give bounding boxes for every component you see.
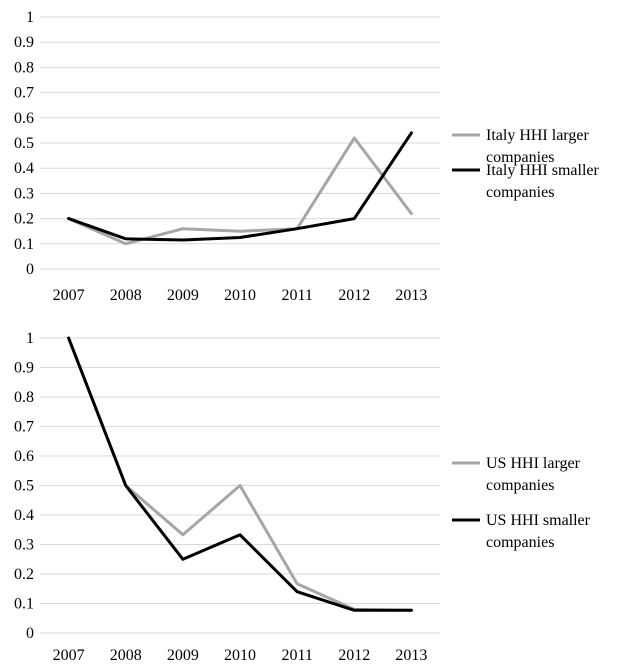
legend-label: Italy HHI smaller bbox=[486, 162, 600, 179]
y-tick-label: 1 bbox=[26, 9, 34, 26]
legend-label: US HHI larger bbox=[486, 455, 581, 472]
y-tick-label: 0.1 bbox=[14, 236, 34, 253]
x-tick-label: 2013 bbox=[395, 287, 427, 304]
y-tick-label: 0.4 bbox=[14, 160, 34, 177]
y-tick-label: 0.3 bbox=[14, 185, 34, 202]
series-line-2 bbox=[67, 336, 413, 612]
x-tick-label: 2009 bbox=[167, 647, 199, 664]
x-tick-label: 2010 bbox=[224, 647, 256, 664]
x-tick-label: 2012 bbox=[338, 287, 370, 304]
x-tick-label: 2007 bbox=[53, 287, 85, 304]
y-tick-label: 0.2 bbox=[14, 211, 34, 228]
y-tick-label: 0.9 bbox=[14, 360, 34, 377]
x-tick-label: 2007 bbox=[53, 647, 85, 664]
legend-label: Italy HHI larger bbox=[486, 127, 589, 144]
y-tick-label: 0.4 bbox=[14, 507, 34, 524]
y-tick-label: 0.2 bbox=[14, 566, 34, 583]
legend-label: companies bbox=[486, 477, 554, 494]
legend-label: companies bbox=[486, 184, 554, 201]
y-tick-label: 0.7 bbox=[14, 419, 34, 436]
y-tick-label: 0.5 bbox=[14, 135, 34, 152]
y-tick-label: 0.6 bbox=[14, 448, 34, 465]
x-tick-label: 2008 bbox=[110, 287, 142, 304]
x-tick-label: 2009 bbox=[167, 287, 199, 304]
legend-label: companies bbox=[486, 534, 554, 551]
legend-label: US HHI smaller bbox=[486, 512, 591, 529]
y-tick-label: 0.5 bbox=[14, 478, 34, 495]
y-tick-label: 0.1 bbox=[14, 596, 34, 613]
y-tick-label: 0.8 bbox=[14, 59, 34, 76]
y-tick-label: 0 bbox=[26, 261, 34, 278]
y-tick-label: 1 bbox=[26, 330, 34, 347]
y-tick-label: 0.9 bbox=[14, 34, 34, 51]
x-tick-label: 2008 bbox=[110, 647, 142, 664]
chart-2: 0 0.1 0.2 0.3 0.4 0.5 0.6 0.7 0.8 0.9 1 2007 2008 200… bbox=[14, 330, 591, 664]
x-tick-label: 2012 bbox=[338, 647, 370, 664]
x-tick-label: 2011 bbox=[281, 287, 312, 304]
series-line-1 bbox=[67, 136, 413, 246]
legend-label: companies bbox=[486, 149, 554, 166]
y-tick-label: 0.6 bbox=[14, 110, 34, 127]
chart-1: 0 0.1 0.2 0.3 0.4 0.5 0.6 0.7 0.8 0.9 1 2007 2008 200… bbox=[14, 9, 600, 304]
x-tick-label: 2010 bbox=[224, 287, 256, 304]
y-tick-label: 0.7 bbox=[14, 85, 34, 102]
x-tick-label: 2011 bbox=[281, 647, 312, 664]
x-tick-label: 2013 bbox=[395, 647, 427, 664]
series-line-2 bbox=[67, 131, 413, 242]
y-tick-label: 0 bbox=[26, 625, 34, 642]
y-tick-label: 0.8 bbox=[14, 389, 34, 406]
y-tick-label: 0.3 bbox=[14, 537, 34, 554]
